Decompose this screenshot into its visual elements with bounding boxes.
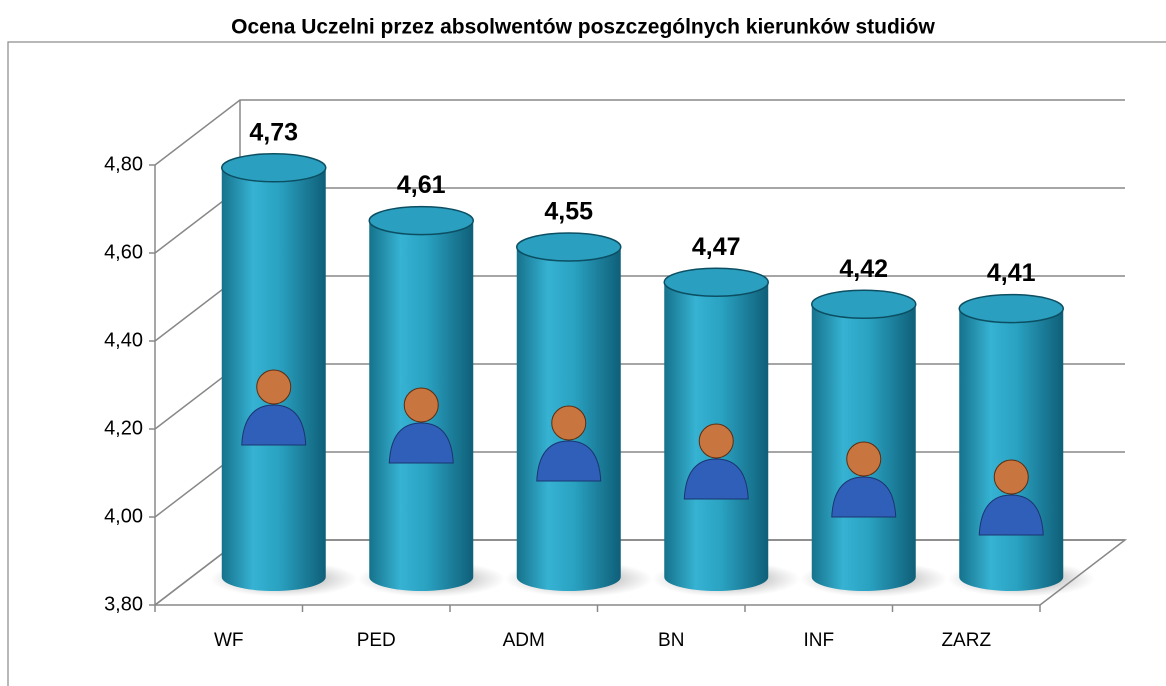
icon-body [978,494,1044,536]
y-tick-label: 4,20 [104,417,143,439]
value-label: 4,61 [397,171,446,199]
icon-body [388,422,454,464]
cylinder-top [221,153,327,183]
icon-body [683,458,749,500]
icon-body [536,440,602,482]
value-label: 4,73 [249,118,298,146]
cylinder [209,153,358,597]
value-label: 4,55 [544,198,593,226]
icon-head [256,369,292,405]
value-label: 4,47 [692,233,741,261]
chart-border [7,41,1166,686]
value-label: 4,41 [987,259,1036,287]
x-tick-label: INF [803,630,834,651]
cylinder-top [663,267,769,297]
cylinder-top [368,205,474,236]
cylinder-top [516,232,622,262]
icon-head [551,405,587,441]
y-tick-label: 4,00 [104,505,143,527]
icon-head [846,441,882,477]
y-tick-label: 3,80 [104,593,143,615]
x-tick-label: ADM [503,630,545,651]
bar [959,308,1064,591]
icon-body [241,404,307,446]
x-tick-label: ZARZ [941,630,991,651]
y-tick-label: 4,40 [104,329,143,351]
cylinder [357,205,506,597]
y-tick-label: 4,80 [104,153,143,175]
cylinder [652,267,801,597]
grid-line [154,99,1125,166]
cylinder-top [811,289,917,319]
x-tick-label: PED [357,630,396,651]
icon-head [403,387,439,423]
cylinder [947,293,1096,597]
icon-head [698,423,734,459]
chart-title: Ocena Uczelni przez absolwentów poszczeg… [231,16,935,39]
cylinder [504,232,653,597]
cylinder [799,289,948,597]
x-tick-label: WF [214,630,244,651]
x-tick-label: BN [658,630,684,651]
icon-head [993,459,1029,495]
cylinder-top [958,293,1064,324]
icon-body [831,476,897,518]
value-label: 4,42 [839,255,888,283]
y-tick-label: 4,60 [104,241,143,263]
